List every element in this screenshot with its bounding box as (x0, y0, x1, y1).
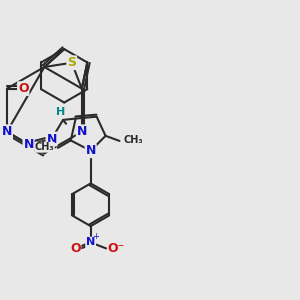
Text: N: N (76, 125, 87, 138)
Text: +: + (92, 232, 99, 241)
Text: N: N (46, 133, 57, 146)
Text: H: H (56, 106, 65, 117)
Text: N: N (23, 138, 34, 151)
Text: O⁻: O⁻ (108, 242, 125, 255)
Text: CH₃: CH₃ (123, 135, 143, 145)
Text: S: S (67, 56, 76, 69)
Text: O: O (70, 242, 80, 255)
Text: N: N (2, 125, 12, 138)
Text: N: N (86, 238, 95, 248)
Text: O: O (18, 82, 28, 95)
Text: N: N (85, 144, 96, 157)
Text: CH₃: CH₃ (35, 142, 54, 152)
